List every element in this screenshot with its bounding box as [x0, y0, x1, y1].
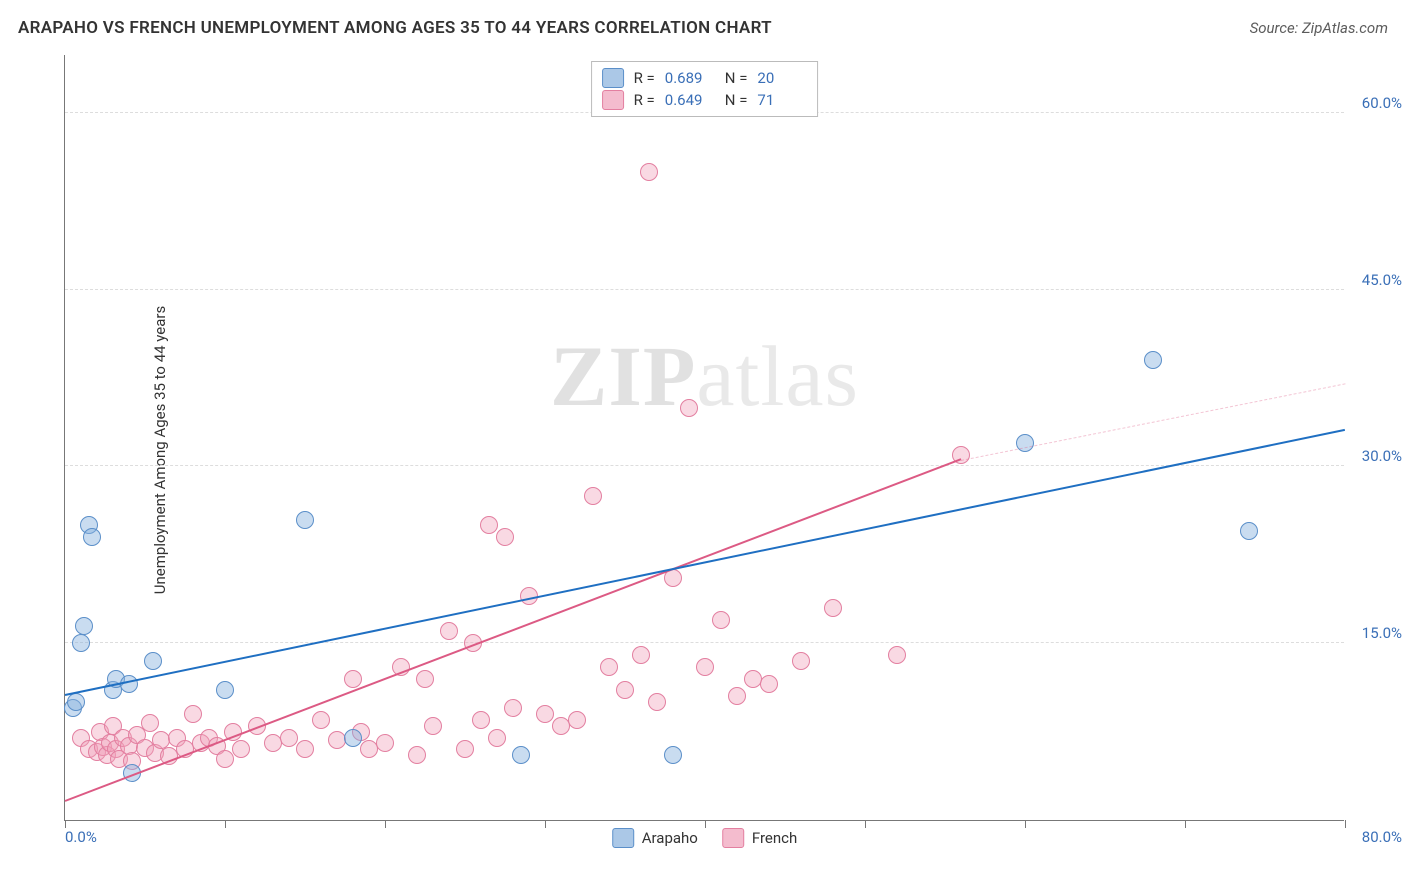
- watermark: ZIPatlas: [550, 326, 859, 426]
- scatter-point: [600, 658, 618, 676]
- x-tick: [225, 820, 226, 828]
- scatter-point: [584, 487, 602, 505]
- scatter-point: [424, 717, 442, 735]
- scatter-point: [728, 687, 746, 705]
- legend-stats-row-2: R = 0.649 N = 71: [602, 90, 808, 110]
- chart-header: ARAPAHO VS FRENCH UNEMPLOYMENT AMONG AGE…: [18, 18, 1388, 38]
- scatter-point: [344, 729, 362, 747]
- scatter-point: [496, 528, 514, 546]
- scatter-point: [536, 705, 554, 723]
- scatter-point: [488, 729, 506, 747]
- x-tick: [1185, 820, 1186, 828]
- scatter-point: [1144, 351, 1162, 369]
- scatter-point: [1240, 522, 1258, 540]
- scatter-point: [216, 750, 234, 768]
- scatter-point: [760, 675, 778, 693]
- scatter-point: [456, 740, 474, 758]
- scatter-point: [141, 714, 159, 732]
- x-tick: [545, 820, 546, 828]
- scatter-point: [648, 693, 666, 711]
- scatter-point: [824, 599, 842, 617]
- scatter-point: [232, 740, 250, 758]
- gridline: [65, 642, 1344, 643]
- legend-label-arapaho: Arapaho: [642, 829, 698, 847]
- scatter-point: [568, 711, 586, 729]
- scatter-point: [632, 646, 650, 664]
- scatter-point: [712, 611, 730, 629]
- scatter-point: [664, 746, 682, 764]
- trend-line: [65, 429, 1345, 696]
- x-tick: [865, 820, 866, 828]
- scatter-point: [75, 617, 93, 635]
- scatter-point: [680, 399, 698, 417]
- x-axis-min-label: 0.0%: [65, 828, 97, 846]
- scatter-point: [440, 622, 458, 640]
- gridline: [65, 289, 1344, 290]
- legend-swatch-bottom-arapaho: [612, 828, 634, 848]
- x-tick: [705, 820, 706, 828]
- legend-bottom: Arapaho French: [612, 828, 798, 848]
- gridline: [65, 465, 1344, 466]
- scatter-point: [408, 746, 426, 764]
- n-value-french: 71: [757, 91, 807, 109]
- scatter-point: [792, 652, 810, 670]
- legend-swatch-bottom-french: [722, 828, 744, 848]
- scatter-point: [120, 675, 138, 693]
- x-tick: [1345, 820, 1346, 828]
- legend-stats-row-1: R = 0.689 N = 20: [602, 68, 808, 88]
- x-tick: [1025, 820, 1026, 828]
- scatter-point: [296, 511, 314, 529]
- chart-title: ARAPAHO VS FRENCH UNEMPLOYMENT AMONG AGE…: [18, 18, 772, 38]
- scatter-plot: ZIPatlas R = 0.689 N = 20 R = 0.649 N = …: [64, 55, 1344, 821]
- scatter-point: [472, 711, 490, 729]
- scatter-point: [344, 670, 362, 688]
- scatter-point: [296, 740, 314, 758]
- x-tick: [385, 820, 386, 828]
- y-tick-label: 60.0%: [1362, 94, 1402, 112]
- y-tick-label: 30.0%: [1362, 447, 1402, 465]
- scatter-point: [72, 634, 90, 652]
- scatter-point: [480, 516, 498, 534]
- trend-line: [961, 383, 1345, 461]
- legend-swatch-french: [602, 90, 624, 110]
- scatter-point: [376, 734, 394, 752]
- scatter-point: [640, 163, 658, 181]
- y-tick-label: 15.0%: [1362, 624, 1402, 642]
- legend-label-french: French: [752, 829, 797, 847]
- scatter-point: [888, 646, 906, 664]
- scatter-point: [280, 729, 298, 747]
- scatter-point: [616, 681, 634, 699]
- legend-item-french: French: [722, 828, 797, 848]
- scatter-point: [67, 693, 85, 711]
- r-value-arapaho: 0.689: [665, 69, 715, 87]
- x-axis-max-label: 80.0%: [1362, 828, 1402, 846]
- y-tick-label: 45.0%: [1362, 271, 1402, 289]
- legend-swatch-arapaho: [602, 68, 624, 88]
- scatter-point: [144, 652, 162, 670]
- scatter-point: [504, 699, 522, 717]
- legend-item-arapaho: Arapaho: [612, 828, 698, 848]
- scatter-point: [216, 681, 234, 699]
- n-value-arapaho: 20: [757, 69, 807, 87]
- r-value-french: 0.649: [665, 91, 715, 109]
- scatter-point: [696, 658, 714, 676]
- chart-area: Unemployment Among Ages 35 to 44 years Z…: [50, 55, 1390, 845]
- scatter-point: [416, 670, 434, 688]
- legend-stats-box: R = 0.689 N = 20 R = 0.649 N = 71: [591, 61, 819, 117]
- scatter-point: [152, 731, 170, 749]
- scatter-point: [328, 731, 346, 749]
- scatter-point: [184, 705, 202, 723]
- chart-source: Source: ZipAtlas.com: [1250, 19, 1388, 37]
- scatter-point: [312, 711, 330, 729]
- scatter-point: [512, 746, 530, 764]
- scatter-point: [83, 528, 101, 546]
- x-tick: [65, 820, 66, 828]
